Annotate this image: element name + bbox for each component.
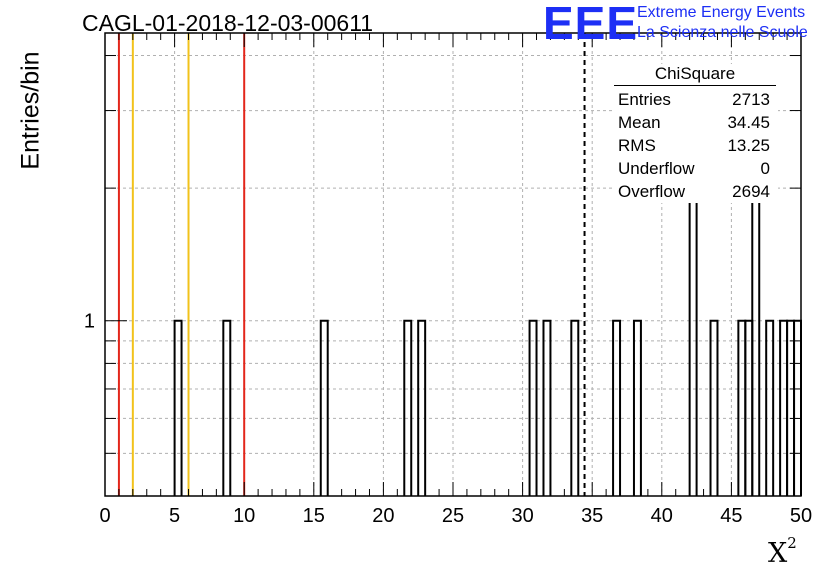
stats-value: 13.25 [727,136,770,155]
x-tick-label: 30 [511,505,533,527]
histogram-bin [222,319,232,496]
stats-label: RMS [618,136,656,155]
x-tick-label: 25 [442,505,464,527]
stats-label: Mean [618,113,661,132]
histogram-bin [688,187,698,496]
histogram-bin [737,319,747,496]
stats-label: Underflow [618,159,695,178]
eee-logo-mark: EEE [543,0,639,49]
logo-line-2: La Scienza nelle Scuole [637,24,808,41]
histogram-bin [744,319,754,496]
chart-title: CAGL-01-2018-12-03-00611 [82,10,374,36]
x-tick-label: 50 [790,505,812,527]
histogram-bin [612,319,622,496]
histogram-bin [779,319,789,496]
histogram-bin [528,319,538,496]
histogram-bin [793,319,802,496]
x-tick-label: 40 [651,505,673,527]
x-tick-label: 35 [581,505,603,527]
stats-value: 0 [760,159,770,178]
histogram-bin [403,319,413,496]
histogram-bin [786,319,796,496]
stats-value: 2694 [732,182,770,201]
histogram-bin [173,319,183,496]
stats-value: 34.45 [727,113,770,132]
stats-row-underflow: Underflow 0 [612,157,778,180]
x-tick-label: 20 [372,505,394,527]
y-tick-label: 1 [84,311,95,333]
x-tick-label: 5 [169,505,180,527]
x-axis-label-base: X [768,538,788,569]
x-tick-label: 45 [720,505,742,527]
x-tick-label: 0 [99,505,110,527]
y-axis-label: Entries/bin [16,51,45,170]
histogram-bin [709,319,719,496]
stats-row-entries: Entries 2713 [612,88,778,111]
x-axis-label-sup: 2 [787,534,797,552]
x-tick-label: 15 [303,505,325,527]
stats-label: Overflow [618,182,686,201]
histogram-bin [319,319,329,496]
histogram-bin [542,319,552,496]
histogram-bin [417,319,427,496]
stats-row-mean: Mean 34.45 [612,111,778,134]
stats-row-rms: RMS 13.25 [612,134,778,157]
stats-box: ChiSquare Entries 2713 Mean 34.45 RMS 13.25… [612,64,778,203]
x-tick-label: 10 [233,505,255,527]
histogram-bin [570,319,580,496]
x-axis-label: X2 [768,534,797,569]
stats-row-overflow: Overflow 2694 [612,180,778,203]
stats-label: Entries [618,90,671,109]
histogram-bin [765,319,775,496]
logo-line-1: Extreme Energy Events [637,4,806,21]
histogram-bin [751,187,761,496]
stats-box-name: ChiSquare [614,64,776,86]
stats-value: 2713 [732,90,770,109]
histogram-bin [632,319,642,496]
